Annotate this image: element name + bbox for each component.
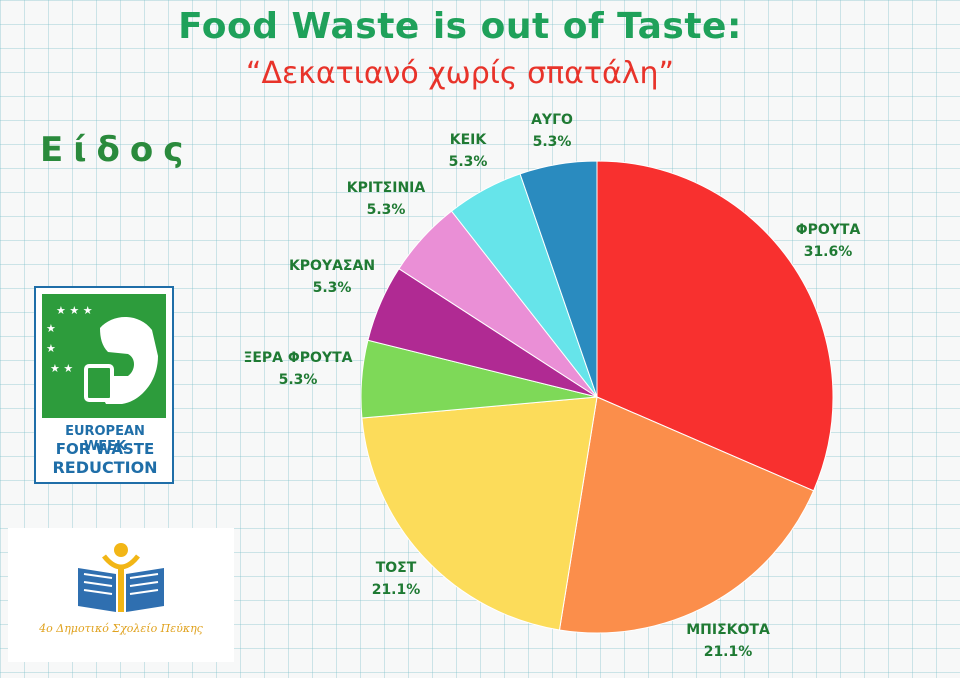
svg-text:★ ★: ★ ★	[50, 362, 73, 375]
pie-slice-7	[519, 160, 598, 398]
hand-bin-icon: ★ ★ ★ ★ ★ ★ ★	[46, 304, 158, 404]
svg-text:★: ★	[46, 322, 56, 335]
slice-label-2: ΤΟΣΤ	[376, 560, 417, 576]
slice-value-4: 5.3%	[313, 280, 352, 296]
school-name: 4ο Δημοτικό Σχολείο Πεύκης	[39, 622, 203, 635]
slice-label-1: ΜΠΙΣΚΟΤΑ	[686, 622, 770, 638]
ewwr-emblem: ★ ★ ★ ★ ★ ★ ★	[42, 294, 166, 418]
slice-label-7: ΑΥΓΟ	[531, 112, 573, 128]
slice-label-4: ΚΡΟΥΑΣΑΝ	[289, 258, 375, 274]
slice-label-6: ΚΕΙΚ	[450, 132, 488, 148]
page-title: Food Waste is out of Taste:	[178, 6, 742, 47]
school-logo: 4ο Δημοτικό Σχολείο Πεύκης	[8, 528, 234, 662]
slice-value-7: 5.3%	[533, 134, 572, 150]
slice-value-6: 5.3%	[449, 154, 488, 170]
pie-slice-1	[558, 396, 815, 634]
page-subtitle: “Δεκατιανό χωρίς σπατάλη”	[245, 56, 675, 91]
slice-value-2: 21.1%	[372, 582, 421, 598]
ewwr-line-2: FOR WASTE	[55, 440, 155, 458]
slice-value-1: 21.1%	[704, 644, 753, 660]
svg-text:★: ★	[46, 342, 56, 355]
slice-label-0: ΦΡΟΥΤΑ	[796, 222, 861, 238]
pie-slices	[360, 160, 834, 634]
pie-labels: ΦΡΟΥΤΑ 31.6% ΜΠΙΣΚΟΤΑ 21.1% ΤΟΣΤ 21.1% ΞΕΡΑ ΦΡ…	[244, 112, 861, 660]
pie-slice-0	[596, 160, 834, 492]
ewwr-line-1: EUROPEAN WEEK	[65, 424, 145, 454]
slice-label-5: ΚΡΙΤΣΙΝΙΑ	[347, 180, 426, 196]
slice-value-5: 5.3%	[367, 202, 406, 218]
chart-heading: Είδος	[40, 130, 194, 170]
slice-value-0: 31.6%	[804, 244, 853, 260]
slice-label-3: ΞΕΡΑ ΦΡΟΥΤΑ	[244, 350, 353, 366]
svg-text:★ ★ ★: ★ ★ ★	[56, 304, 93, 317]
ewwr-logo: ★ ★ ★ ★ ★ ★ ★ EUROPEAN WEEK FOR WASTE RE…	[34, 286, 174, 484]
ewwr-line-3: REDUCTION	[52, 458, 158, 477]
open-book-icon	[78, 543, 164, 612]
pie-slice-2	[361, 396, 598, 631]
slice-value-3: 5.3%	[279, 372, 318, 388]
